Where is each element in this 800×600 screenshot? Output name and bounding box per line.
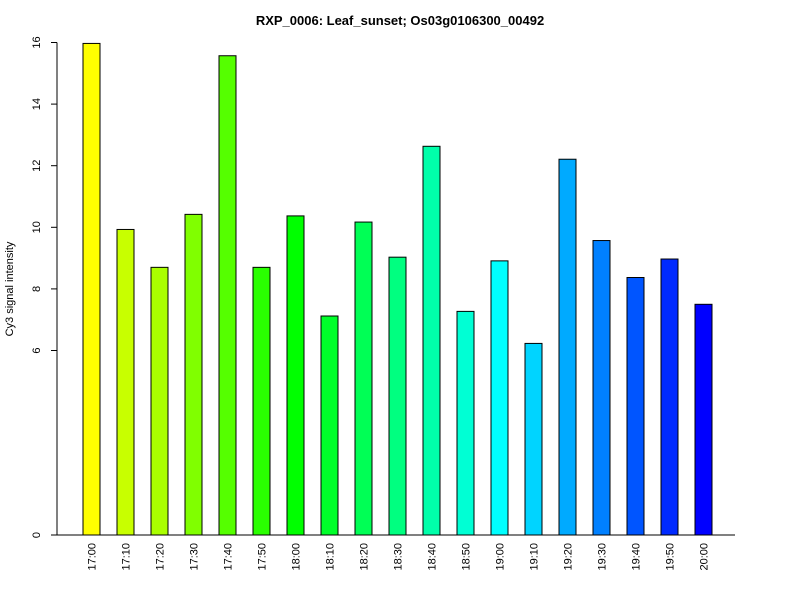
- x-tick-label: 19:30: [597, 543, 609, 571]
- bar: [558, 158, 577, 536]
- x-tick-label: 19:20: [563, 543, 575, 571]
- bar: [252, 266, 271, 536]
- x-tick-label: 18:00: [291, 543, 303, 571]
- chart-title: RXP_0006: Leaf_sunset; Os03g0106300_0049…: [255, 13, 545, 28]
- bar: [524, 342, 543, 536]
- bar: [660, 258, 679, 536]
- y-tick-label: 6: [31, 347, 43, 353]
- x-tick-label: 18:10: [325, 543, 337, 571]
- x-tick-label: 19:50: [665, 543, 677, 571]
- x-tick-label: 17:30: [189, 543, 201, 571]
- y-tick-label: 12: [31, 160, 43, 172]
- x-tick-label: 19:00: [495, 543, 507, 571]
- y-tick-label: 10: [31, 221, 43, 233]
- y-tick-label: 0: [31, 532, 43, 538]
- x-tick-label: 17:40: [223, 543, 235, 571]
- bar: [320, 315, 339, 536]
- bar: [354, 221, 373, 536]
- x-axis: 17:00 17:10 17:20 17:30 17:40 17:50 18:00 18:10…: [57, 534, 735, 571]
- bar: [150, 266, 169, 536]
- x-tick-label: 20:00: [699, 543, 711, 571]
- x-tick-label: 19:10: [529, 543, 541, 571]
- x-tick-label: 19:40: [631, 543, 643, 571]
- bar: [490, 260, 509, 536]
- bar: [388, 256, 407, 536]
- x-tick-label: 18:20: [359, 543, 371, 571]
- x-tick-label: 17:50: [257, 543, 269, 571]
- bar: [626, 277, 645, 536]
- bar: [116, 228, 135, 536]
- x-tick-label: 17:00: [87, 543, 99, 571]
- y-tick-label: 8: [31, 286, 43, 292]
- x-tick-label: 18:50: [461, 543, 473, 571]
- bar: [592, 240, 611, 536]
- y-tick-label: 16: [31, 36, 43, 48]
- bar: [456, 310, 475, 536]
- x-tick-label: 18:40: [427, 543, 439, 571]
- bar: [82, 42, 101, 536]
- x-tick-label: 17:20: [155, 543, 167, 571]
- bar: [422, 145, 441, 536]
- x-tick-label: 17:10: [121, 543, 133, 571]
- bar: [694, 303, 713, 536]
- y-tick-label: 14: [31, 98, 43, 110]
- bar: [184, 213, 203, 536]
- bar: [218, 55, 237, 536]
- bar: [286, 215, 305, 536]
- y-axis: 0 6 8 10 12 14 16: [31, 36, 58, 538]
- y-axis-title: Cy3 signal intensity: [4, 241, 16, 336]
- bars: [82, 42, 713, 536]
- x-tick-label: 18:30: [393, 543, 405, 571]
